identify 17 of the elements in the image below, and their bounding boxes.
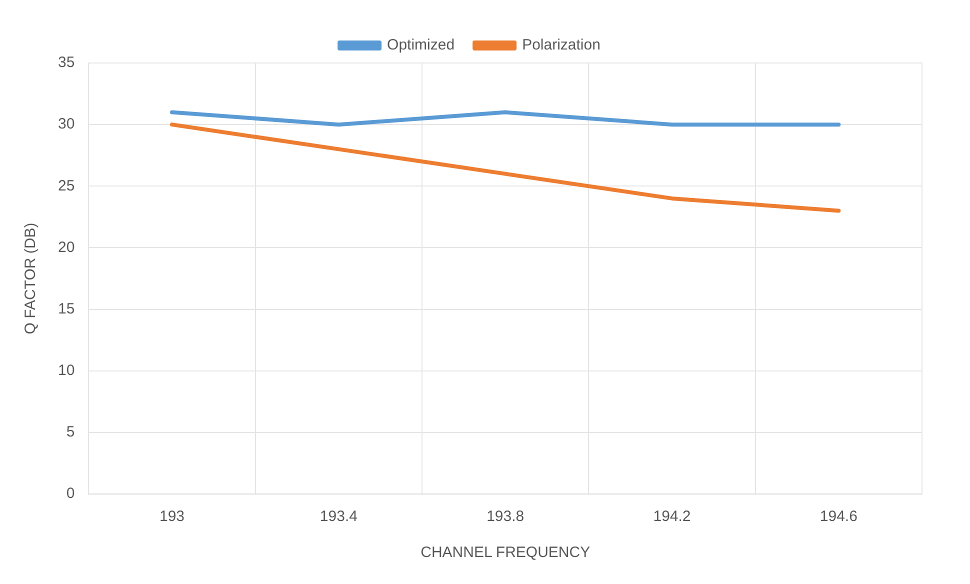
y-tick-label: 30 <box>58 116 75 133</box>
y-tick-label: 5 <box>66 424 75 441</box>
y-tick-label: 0 <box>66 485 75 502</box>
y-tick-label: 35 <box>58 54 75 72</box>
y-axis-title: Q FACTOR (DB) <box>22 222 40 334</box>
x-tick-label: 193.4 <box>320 508 358 526</box>
legend-label: Optimized <box>387 36 455 54</box>
x-tick-label: 193.8 <box>486 508 524 526</box>
x-tick-label: 193 <box>160 508 185 526</box>
y-tick-label: 20 <box>58 238 75 256</box>
x-tick-label: 194.6 <box>820 508 858 526</box>
y-tick-label: 10 <box>58 362 75 379</box>
x-tick-label: 194.2 <box>653 508 691 526</box>
y-tick-label: 25 <box>58 177 75 194</box>
y-tick-label: 15 <box>58 300 75 318</box>
x-axis-title: CHANNEL FREQUENCY <box>420 544 590 562</box>
legend-label: Polarization <box>522 36 600 54</box>
